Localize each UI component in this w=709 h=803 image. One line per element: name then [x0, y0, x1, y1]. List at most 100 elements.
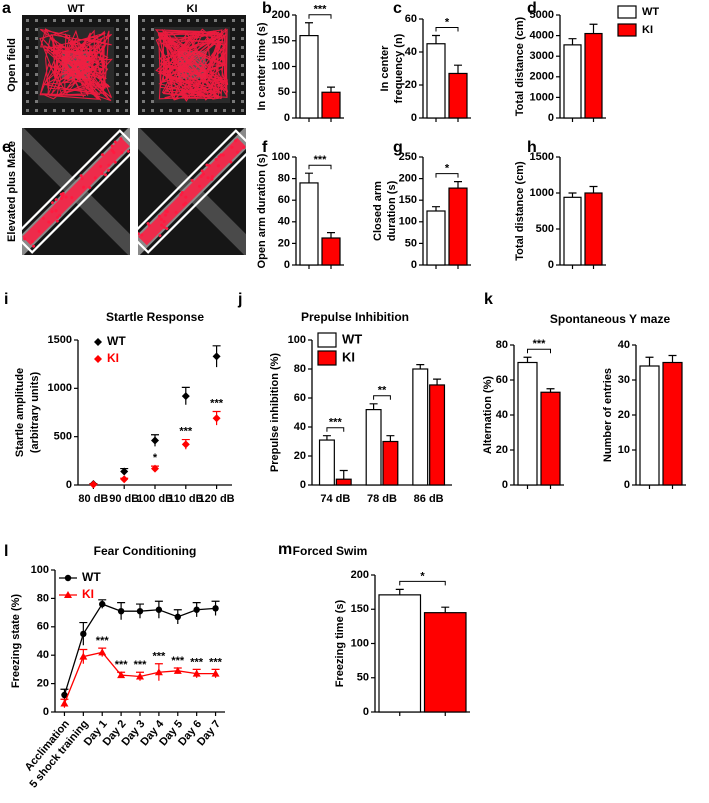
- data-point: [136, 672, 144, 680]
- image-texture: [205, 109, 208, 112]
- track-point: [164, 213, 168, 217]
- data-point: [64, 591, 72, 598]
- image-texture: [241, 19, 244, 22]
- error-bar: [568, 192, 577, 198]
- y-tick-label: 80: [496, 339, 508, 351]
- y-tick-label: 60: [405, 13, 417, 25]
- bar: [540, 391, 561, 486]
- panel-letter: d: [527, 0, 537, 17]
- panel-letter: e: [2, 139, 11, 156]
- x-tick-label: 80 dB: [78, 493, 108, 505]
- track-point: [70, 196, 74, 200]
- data-point: [61, 691, 68, 699]
- open-arm-outline: [22, 129, 130, 254]
- y-axis-label: Open field: [6, 38, 18, 92]
- image-texture: [241, 64, 244, 67]
- track-point: [214, 158, 218, 162]
- image-texture: [151, 37, 154, 40]
- image-texture: [116, 91, 119, 94]
- legend-swatch: [317, 332, 337, 348]
- image-texture: [26, 55, 29, 58]
- bar: [423, 612, 467, 713]
- y-tick-label: 20: [405, 79, 417, 91]
- track-point: [138, 232, 141, 236]
- bar: [639, 365, 660, 486]
- track-point: [37, 229, 41, 233]
- data-point: [192, 669, 201, 677]
- track-point: [113, 160, 117, 164]
- y-tick-label: 60: [278, 194, 290, 206]
- image-texture: [241, 73, 244, 76]
- error-bar: [441, 606, 450, 613]
- image-texture: [232, 37, 235, 40]
- y-tick-label: 20: [294, 450, 306, 462]
- panel-title: Spontaneous Y maze: [550, 312, 671, 326]
- data-point: [151, 436, 159, 445]
- track-point: [88, 186, 92, 190]
- image-texture: [125, 64, 128, 67]
- track-point: [79, 174, 83, 178]
- x-tick-label: 86 dB: [414, 493, 444, 505]
- image-texture: [178, 19, 181, 22]
- image-caption: WT: [67, 3, 84, 15]
- image-texture: [232, 82, 235, 85]
- track-point: [205, 163, 209, 167]
- image-texture: [232, 73, 235, 76]
- track-point: [174, 210, 178, 214]
- image-texture: [151, 28, 154, 31]
- y-tick-label: 40: [294, 421, 306, 433]
- image-texture: [142, 82, 145, 85]
- y-tick-label: 80: [278, 173, 290, 185]
- bar: [378, 594, 422, 713]
- y-axis-label: In center time (s): [256, 22, 268, 110]
- track-point: [61, 191, 65, 195]
- image-texture: [232, 28, 235, 31]
- image-texture: [232, 46, 235, 49]
- y-tick-label: 0: [411, 259, 417, 271]
- error-bar: [416, 364, 425, 369]
- image-texture: [241, 82, 244, 85]
- error-bar: [546, 388, 555, 393]
- y-tick-label: 100: [351, 637, 369, 649]
- image-texture: [232, 109, 235, 112]
- image-texture: [116, 73, 119, 76]
- image-texture: [142, 46, 145, 49]
- track-point: [147, 224, 151, 228]
- track: [154, 27, 229, 102]
- image-texture: [26, 64, 29, 67]
- panel-letter: k: [484, 291, 493, 308]
- bar: [662, 361, 683, 486]
- panel-letter: j: [237, 291, 242, 308]
- track-point: [210, 175, 214, 179]
- legend-label: WT: [642, 6, 659, 18]
- track-point: [198, 184, 202, 188]
- track-point: [179, 193, 183, 197]
- image-texture: [196, 109, 199, 112]
- image-texture: [116, 28, 119, 31]
- image-texture: [26, 73, 29, 76]
- y-tick-label: 150: [351, 603, 369, 615]
- y-tick-label: 250: [399, 151, 417, 163]
- data-point: [117, 607, 125, 615]
- bar: [321, 237, 341, 266]
- track-point: [120, 151, 124, 155]
- image-texture: [151, 55, 154, 58]
- image-texture: [26, 91, 29, 94]
- image-texture: [116, 109, 119, 112]
- legend-label: WT: [342, 331, 362, 346]
- behavior-image: [22, 15, 130, 115]
- track-point: [217, 155, 221, 159]
- image-texture: [169, 109, 172, 112]
- image-texture: [116, 46, 119, 49]
- significance-label: **: [378, 385, 387, 397]
- y-axis-label: (arbitrary units): [29, 372, 41, 454]
- behavior-image: [138, 15, 246, 115]
- y-tick-label: 200: [399, 173, 417, 185]
- data-point: [174, 613, 181, 621]
- track-point: [165, 210, 169, 214]
- image-texture: [241, 100, 244, 103]
- significance-bracket: [527, 348, 551, 354]
- legend-swatch: [317, 350, 337, 366]
- image-texture: [125, 109, 128, 112]
